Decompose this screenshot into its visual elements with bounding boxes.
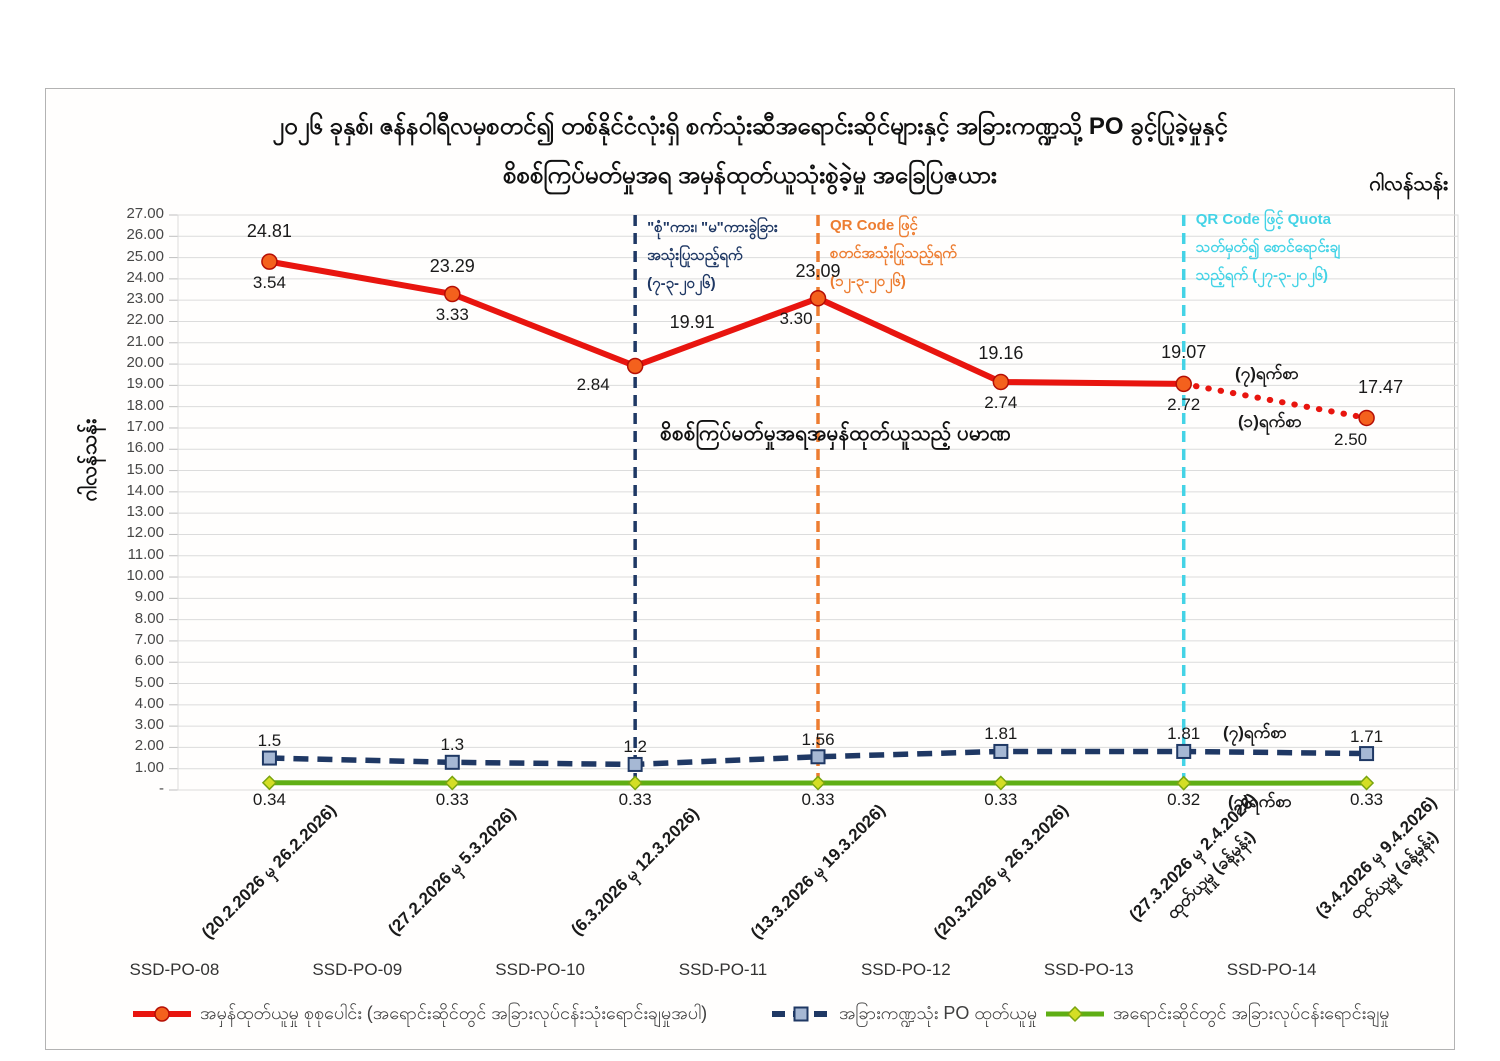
legend-item-actual-total: အမှန်ထုတ်ယူမှု စုစုပေါင်း (အရောင်းဆိုင်တ… [133, 996, 707, 1032]
legend-marker-navy-dashed-icon [772, 1006, 830, 1022]
legend-marker-red-line-icon [133, 1006, 191, 1022]
unit-label-right: ဂါလန်သန်း [1369, 173, 1448, 195]
marker-square [810, 749, 826, 765]
marker-diamond [1359, 775, 1375, 791]
marker-diamond [261, 775, 277, 791]
marker-square [444, 754, 460, 770]
legend-label-actual-total: အမှန်ထုတ်ယူမှု စုစုပေါင်း (အရောင်းဆိုင်တ… [200, 1002, 708, 1023]
series-line-actual-forecast [1180, 380, 1370, 421]
marker-diamond [627, 775, 643, 791]
marker-square [261, 750, 277, 766]
chart-card [45, 88, 1455, 1050]
legend-item-other-business-sales: အရောင်းဆိုင်တွင် အခြားလုပ်ငန်းရောင်းချမှ… [1046, 996, 1389, 1032]
marker-square [1359, 746, 1375, 762]
marker-circle [1358, 409, 1375, 427]
marker-square [993, 743, 1009, 759]
marker-circle [444, 285, 461, 303]
legend-marker-green-line-icon [1046, 1005, 1104, 1023]
marker-circle [1175, 375, 1192, 393]
marker-square [1176, 743, 1192, 759]
legend-label-po-other: အခြားကဏ္ဍသုံး PO ထုတ်ယူမှု [839, 1002, 1038, 1023]
series-line-actual [268, 258, 1184, 387]
chart-title-line2: စိစစ်ကြပ်မတ်မှုအရ အမှန်ထုတ်ယူသုံးစွဲခဲ့မ… [503, 162, 997, 189]
legend-label-other-business-sales: အရောင်းဆိုင်တွင် အခြားလုပ်ငန်းရောင်းချမှ… [1113, 1002, 1390, 1023]
legend-item-po-other: အခြားကဏ္ဍသုံး PO ထုတ်ယူမှု [772, 996, 1037, 1032]
marker-circle [261, 253, 278, 270]
marker-diamond [810, 775, 826, 791]
marker-diamond [993, 775, 1009, 791]
marker-square [627, 756, 643, 772]
marker-circle [992, 373, 1010, 391]
marker-circle [626, 357, 644, 375]
marker-circle [809, 290, 827, 307]
chart-title-line1: ၂၀၂၆ ခုနှစ်၊ ဇန်နဝါရီလမှစတင်၍ တစ်နိုင်ငံ… [272, 113, 1228, 140]
chart-title: ၂၀၂၆ ခုနှစ်၊ ဇန်နဝါရီလမှစတင်၍ တစ်နိုင်ငံ… [70, 102, 1430, 200]
marker-diamond [1176, 775, 1192, 791]
marker-diamond [444, 775, 460, 791]
